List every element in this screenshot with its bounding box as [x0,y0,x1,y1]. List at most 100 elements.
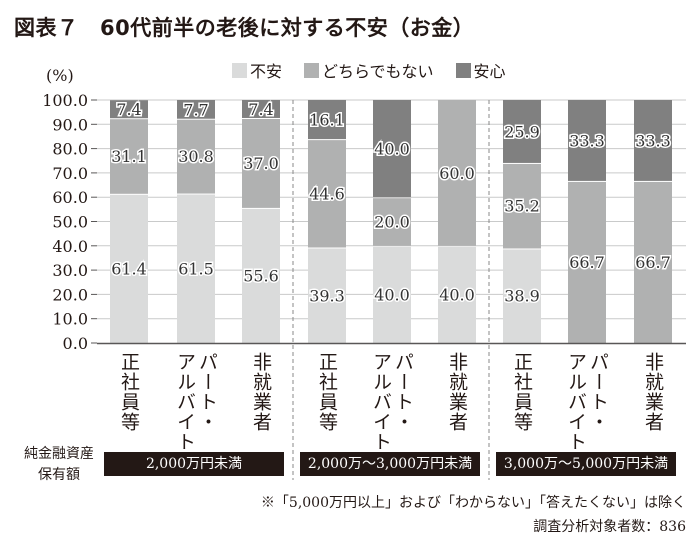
category-label-line: パート・ [196,352,218,432]
y-tick-label: 50.0 [52,213,88,232]
bar-segment-どちらでもない [308,140,346,248]
bar-segment-不安 [373,246,411,343]
bar-segment-どちらでもない [568,181,606,343]
asset-label-line: 保有額 [38,467,80,483]
data-label: 7.4 [248,100,273,119]
category-label-line: アルバイト [370,352,392,452]
asset-axis-label: 純金融資産 保有額 [14,444,104,486]
data-label: 40.0 [439,285,475,304]
data-label: 66.7 [635,253,671,272]
bar-segment-どちらでもない [634,181,672,343]
category-label-line: パート・ [587,352,609,432]
data-label: 16.1 [309,111,345,130]
data-label: 61.4 [111,259,147,278]
category-label: 正社員等 [511,352,533,432]
bar-segment-安心 [110,100,148,119]
y-tick-label: 0.0 [63,334,88,353]
legend-swatch [232,62,247,78]
y-tick-label: 80.0 [52,140,88,159]
data-label: 40.0 [374,140,410,159]
legend-item-anxious: 不安 [232,58,282,82]
data-label: 38.9 [504,287,540,306]
category-label-line: 正社員等 [316,352,338,432]
y-tick-label: 10.0 [52,310,88,329]
bar-segment-安心 [373,100,411,198]
data-label: 39.3 [309,286,345,305]
asset-label-line: 純金融資産 [24,446,94,462]
data-label: 7.4 [116,100,141,119]
data-label: 7.7 [183,100,208,119]
legend: 不安 どちらでもない 安心 [232,58,506,82]
bar-segment-安心 [503,100,541,163]
bar-segment-安心 [177,100,215,119]
bar-segment-不安 [242,208,280,343]
legend-label: 不安 [250,62,283,81]
bar-segment-どちらでもない [373,198,411,246]
legend-item-neutral: どちらでもない [304,58,434,82]
data-label: 60.0 [439,164,475,183]
y-tick-label: 40.0 [52,237,88,256]
data-label: 25.9 [504,122,540,141]
category-label-line: アルバイト [565,352,587,452]
data-label: 61.5 [178,259,214,278]
category-label: 正社員等 [118,352,140,432]
sample-size-note: 調査分析対象者数：836 [533,519,686,535]
data-label: 55.6 [243,266,279,285]
group-label-20m-30m: 2,000万～3,000万円未満 [300,452,480,476]
legend-swatch [304,62,320,78]
y-axis-unit: (%) [46,66,74,85]
data-label: 33.3 [569,131,605,150]
bar-segment-安心 [242,100,280,118]
data-label: 44.6 [309,184,345,203]
y-tick-label: 20.0 [52,285,88,304]
chart-title: 図表７ 60代前半の老後に対する不安（お金） [14,16,475,40]
data-label: 31.1 [111,147,147,166]
legend-label: どちらでもない [322,62,434,81]
bar-segment-不安 [177,194,215,343]
data-label: 66.7 [569,253,605,272]
group-label-under-20m: 2,000万円未満 [104,452,284,476]
bar-segment-どちらでもない [438,100,476,246]
y-tick-label: 90.0 [52,115,88,134]
bar-segment-どちらでもない [177,119,215,194]
data-label: 37.0 [243,154,279,173]
bar-segment-不安 [438,246,476,343]
data-label: 30.8 [178,147,214,166]
bar-segment-どちらでもない [110,119,148,194]
y-tick-label: 70.0 [52,164,88,183]
category-label-line: 非就業者 [642,352,664,432]
group-label-30m-50m: 3,000万～5,000万円未満 [496,452,676,476]
bar-segment-安心 [568,100,606,181]
category-label: パート・ アルバイト [565,352,609,452]
category-label: 非就業者 [642,352,664,432]
category-label-line: パート・ [392,352,414,432]
category-label-line: アルバイト [174,352,196,452]
y-tick-label: 30.0 [52,261,88,280]
category-label-line: 正社員等 [118,352,140,432]
legend-swatch [455,62,471,78]
category-label: 非就業者 [446,352,468,432]
category-label: 正社員等 [316,352,338,432]
category-label: パート・ アルバイト [370,352,414,452]
category-label-line: 正社員等 [511,352,533,432]
bar-segment-どちらでもない [242,118,280,208]
exclusion-note: ※「5,000万円以上」および「わからない」「答えたくない」は除く [260,495,686,511]
y-tick-label: 100.0 [42,91,88,110]
data-label: 20.0 [374,213,410,232]
data-label: 33.3 [635,131,671,150]
y-tick-label: 60.0 [52,188,88,207]
bar-segment-どちらでもない [503,163,541,249]
data-label: 40.0 [374,285,410,304]
category-label: 非就業者 [250,352,272,432]
bar-segment-不安 [308,248,346,343]
category-label-line: 非就業者 [250,352,272,432]
legend-label: 安心 [473,62,506,81]
legend-item-secure: 安心 [455,58,506,82]
bar-segment-安心 [634,100,672,181]
category-label: パート・ アルバイト [174,352,218,452]
bar-segment-安心 [308,100,346,140]
data-label: 35.2 [504,197,540,216]
bar-segment-不安 [110,194,148,343]
bar-segment-不安 [503,249,541,343]
